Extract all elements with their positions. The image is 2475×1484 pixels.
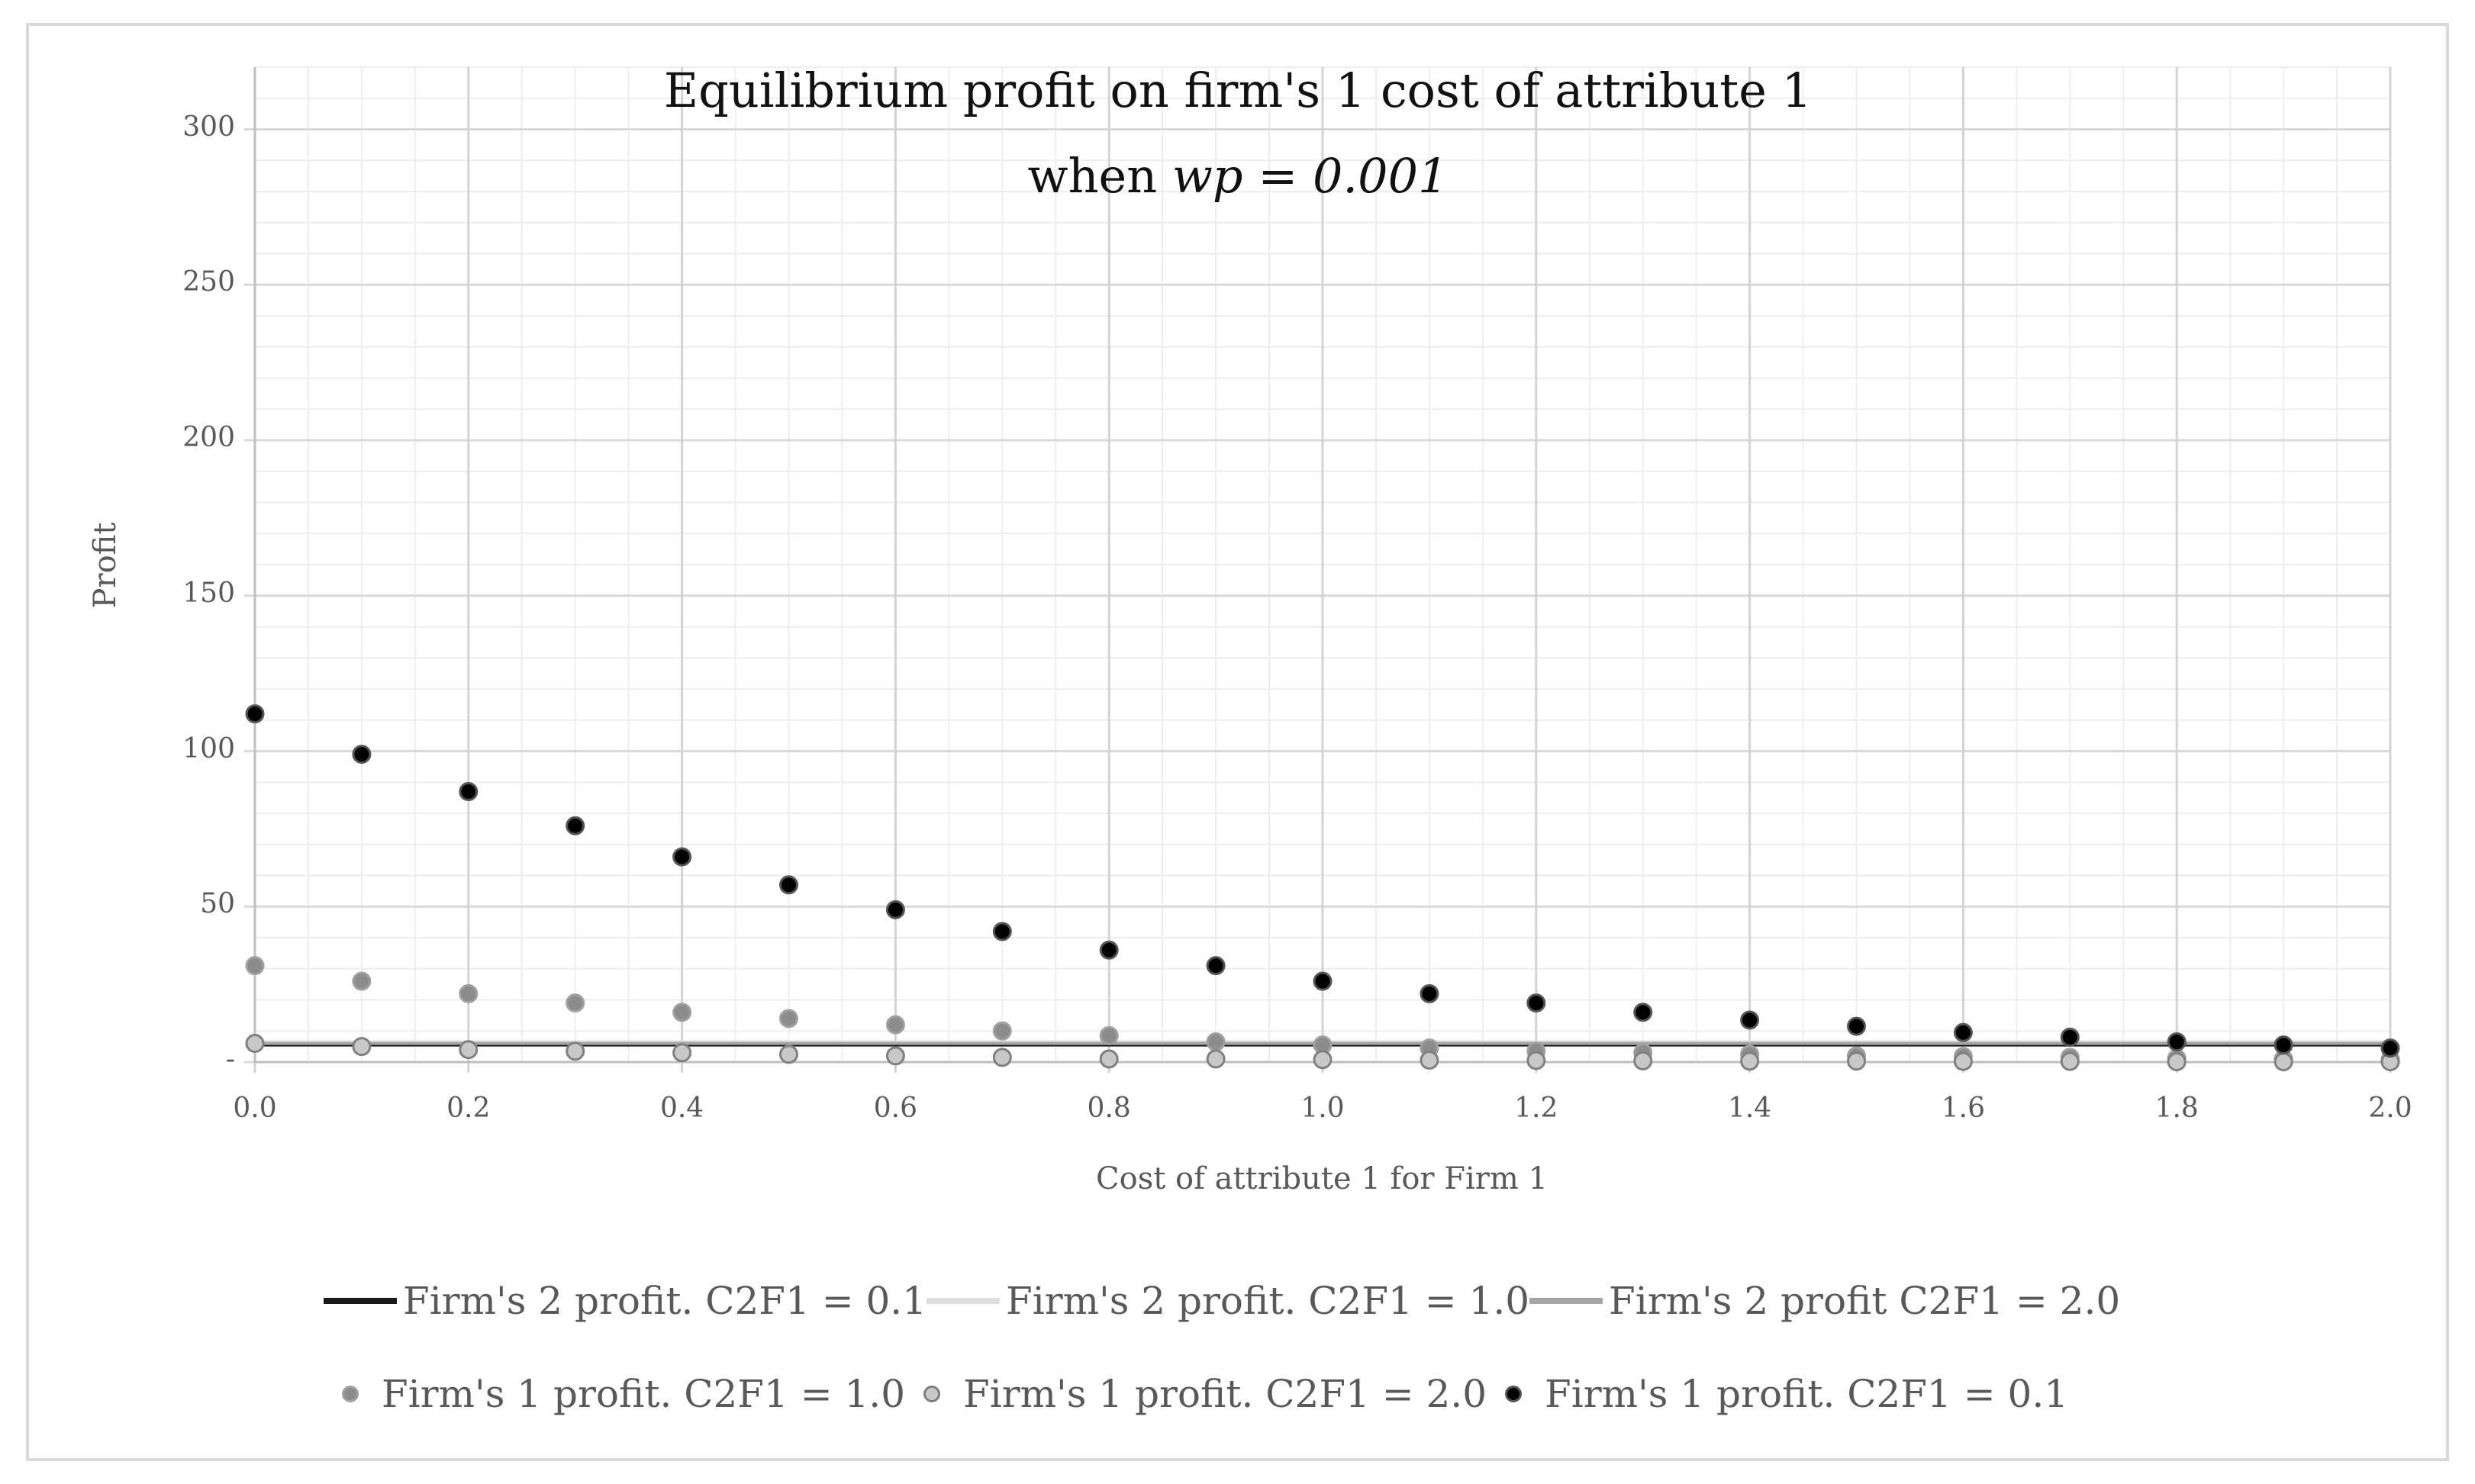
data-point-s5-12 (1526, 993, 1546, 1013)
legend-line-swatch (1529, 1298, 1603, 1304)
legend-label: Firm's 1 profit. C2F1 = 2.0 (963, 1372, 1487, 1416)
data-point-s3-5 (779, 1009, 798, 1028)
data-point-s4-19 (2274, 1052, 2293, 1072)
legend-item: Firm's 1 profit. C2F1 = 0.1 (1487, 1372, 2068, 1416)
data-point-s5-0 (245, 704, 265, 724)
data-point-s3-4 (672, 1003, 692, 1022)
data-point-s4-5 (779, 1045, 798, 1064)
data-point-s3-3 (566, 993, 585, 1013)
data-point-s3-7 (992, 1021, 1012, 1041)
y-tick-label: 200 (182, 422, 235, 453)
legend-lines: Firm's 2 profit. C2F1 = 0.1 Firm's 2 prof… (324, 1279, 2120, 1323)
data-point-s5-15 (1847, 1016, 1866, 1036)
legend-marker-swatch (1505, 1386, 1523, 1402)
x-tick-label: 1.0 (1300, 1093, 1345, 1124)
x-tick-label: 1.8 (2154, 1093, 2199, 1124)
data-point-s4-13 (1633, 1051, 1653, 1070)
subtitle-prefix: when (1027, 148, 1172, 204)
data-point-s4-7 (992, 1048, 1012, 1067)
chart-subtitle: when wp = 0.001 (169, 148, 2306, 204)
data-point-s4-0 (245, 1034, 265, 1054)
legend-label: Firm's 1 profit. C2F1 = 0.1 (1545, 1372, 2069, 1416)
data-point-s5-13 (1633, 1003, 1653, 1022)
data-point-s5-11 (1420, 983, 1439, 1003)
data-point-s4-8 (1099, 1049, 1119, 1069)
x-tick-label: 2.0 (2368, 1093, 2412, 1124)
legend-item: Firm's 1 profit. C2F1 = 1.0 (324, 1372, 905, 1416)
subtitle-italic: wp = 0.001 (1171, 148, 1449, 204)
x-tick-label: 0.8 (1087, 1093, 1131, 1124)
legend-label: Firm's 2 profit. C2F1 = 0.1 (403, 1279, 927, 1323)
legend-markers: Firm's 1 profit. C2F1 = 1.0 Firm's 1 prof… (324, 1372, 2068, 1416)
data-point-s4-12 (1526, 1051, 1546, 1070)
data-point-s5-14 (1740, 1010, 1760, 1030)
y-tick-label: 150 (182, 577, 235, 609)
data-point-s5-10 (1313, 971, 1333, 991)
data-point-s4-3 (566, 1041, 585, 1061)
y-tick-label: 250 (182, 266, 235, 298)
data-point-s3-9 (1206, 1032, 1226, 1052)
data-point-s5-1 (352, 745, 372, 765)
data-point-s5-6 (885, 900, 905, 919)
x-tick-label: 1.6 (1941, 1093, 1986, 1124)
data-point-s5-4 (672, 847, 692, 867)
data-point-s5-20 (2380, 1038, 2400, 1058)
legend-item: Firm's 2 profit. C2F1 = 0.1 (324, 1279, 927, 1323)
legend-label: Firm's 2 profit C2F1 = 2.0 (1609, 1279, 2121, 1323)
data-point-s5-7 (992, 922, 1012, 942)
data-point-s5-8 (1099, 940, 1119, 960)
y-axis-title: Profit (88, 522, 123, 609)
data-point-s4-15 (1847, 1051, 1866, 1071)
x-axis-title: Cost of attribute 1 for Firm 1 (1096, 1161, 1548, 1196)
x-tick-label: 0.6 (873, 1093, 918, 1124)
x-tick-label: 0.2 (446, 1093, 491, 1124)
x-tick-label: 0.4 (659, 1093, 704, 1124)
y-tick-label: 300 (182, 111, 235, 143)
chart-title: Equilibrium profit on firm's 1 cost of a… (663, 63, 1813, 118)
x-tick-label: 1.2 (1514, 1093, 1558, 1124)
legend-marker-swatch (342, 1386, 359, 1402)
data-point-s5-19 (2274, 1035, 2293, 1055)
legend-marker-swatch (923, 1386, 941, 1402)
data-point-s5-18 (2167, 1032, 2187, 1052)
data-point-s3-0 (245, 956, 265, 976)
data-point-s4-6 (885, 1046, 905, 1066)
data-point-s4-1 (352, 1037, 372, 1057)
data-point-s4-4 (672, 1043, 692, 1063)
data-point-s4-18 (2167, 1052, 2187, 1072)
data-point-s4-14 (1740, 1051, 1760, 1071)
legend-item: Firm's 2 profit C2F1 = 2.0 (1529, 1279, 2120, 1323)
data-point-s4-11 (1420, 1051, 1439, 1070)
legend-label: Firm's 2 profit. C2F1 = 1.0 (1006, 1279, 1530, 1323)
legend-item: Firm's 2 profit. C2F1 = 1.0 (927, 1279, 1529, 1323)
x-tick-label: 0.0 (233, 1093, 277, 1124)
y-tick-label: - (225, 1044, 235, 1075)
data-point-s5-3 (566, 816, 585, 835)
data-point-s4-2 (459, 1040, 479, 1060)
data-point-s3-2 (459, 983, 479, 1003)
data-point-s5-16 (1953, 1022, 1973, 1042)
data-point-s4-9 (1206, 1049, 1226, 1069)
chart-frame (26, 23, 2449, 1461)
data-point-s4-16 (1953, 1051, 1973, 1071)
data-point-s4-17 (2060, 1051, 2080, 1071)
data-point-s3-6 (885, 1015, 905, 1035)
legend-line-swatch (324, 1298, 397, 1304)
y-tick-label: 50 (200, 888, 235, 920)
data-point-s3-1 (352, 971, 372, 991)
legend-item: Firm's 1 profit. C2F1 = 2.0 (905, 1372, 1487, 1416)
x-tick-label: 1.4 (1727, 1093, 1772, 1124)
data-point-s5-17 (2060, 1027, 2080, 1047)
data-point-s5-2 (459, 781, 479, 801)
y-tick-label: 100 (182, 732, 235, 765)
data-point-s4-10 (1313, 1050, 1333, 1070)
legend-line-swatch (927, 1298, 1001, 1304)
data-point-s5-9 (1206, 956, 1226, 976)
data-point-s3-8 (1099, 1025, 1119, 1045)
legend-label: Firm's 1 profit. C2F1 = 1.0 (382, 1372, 906, 1416)
data-point-s5-5 (779, 875, 798, 895)
